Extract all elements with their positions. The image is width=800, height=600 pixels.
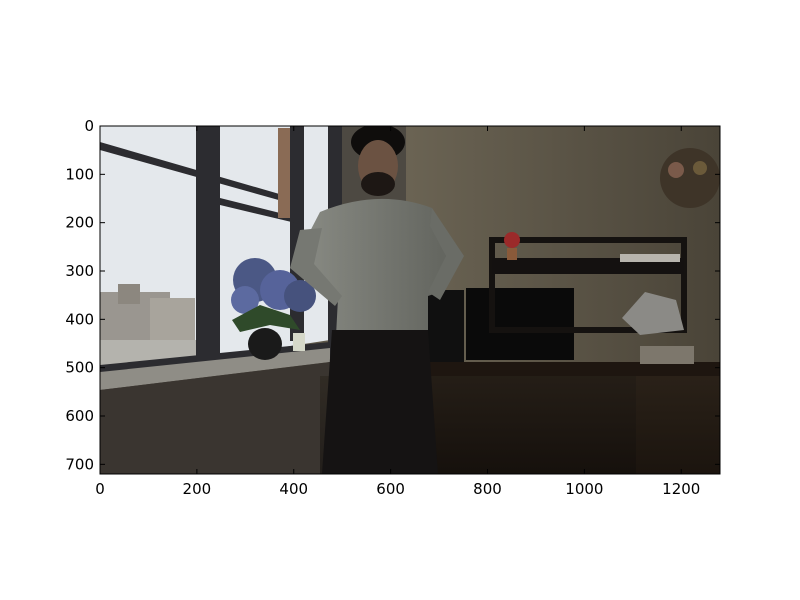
distant-buildings — [100, 284, 200, 370]
person-pants — [322, 330, 438, 474]
y-tick-label: 400 — [65, 310, 94, 328]
wall-wreath — [660, 148, 720, 208]
x-tick-label: 400 — [279, 480, 308, 498]
y-tick-label: 100 — [65, 165, 94, 183]
y-tick-label: 600 — [65, 407, 94, 425]
y-tick-label: 200 — [65, 214, 94, 232]
shelf — [489, 237, 687, 333]
monitor — [466, 288, 574, 360]
brick-pillar — [278, 128, 290, 218]
y-tick-label: 500 — [65, 359, 94, 377]
photo — [100, 126, 720, 474]
person-beard — [361, 172, 395, 196]
plant-pot — [248, 328, 282, 360]
shelf-flower — [504, 232, 520, 248]
person — [290, 126, 464, 474]
person-shirt — [292, 198, 462, 336]
x-axis: 0 200 400 600 800 1000 1200 — [95, 126, 700, 498]
x-tick-label: 200 — [183, 480, 212, 498]
x-tick-label: 800 — [473, 480, 502, 498]
axes-frame — [99, 125, 721, 475]
person-left-arm — [290, 228, 342, 306]
speaker — [428, 290, 464, 362]
x-tick-label: 1000 — [565, 480, 603, 498]
papers — [620, 254, 694, 364]
y-tick-label: 0 — [84, 117, 94, 135]
x-tick-label: 600 — [376, 480, 405, 498]
lower-wall — [100, 362, 330, 474]
hydrangea-flowers — [231, 258, 316, 332]
y-tick-label: 300 — [65, 262, 94, 280]
x-tick-label: 1200 — [662, 480, 700, 498]
person-right-arm — [428, 208, 464, 300]
x-tick-label: 0 — [95, 480, 105, 498]
jar — [293, 333, 305, 351]
y-axis: 0 100 200 300 400 500 600 700 — [65, 117, 720, 473]
windowsill — [100, 348, 330, 390]
y-tick-label: 700 — [65, 455, 94, 473]
